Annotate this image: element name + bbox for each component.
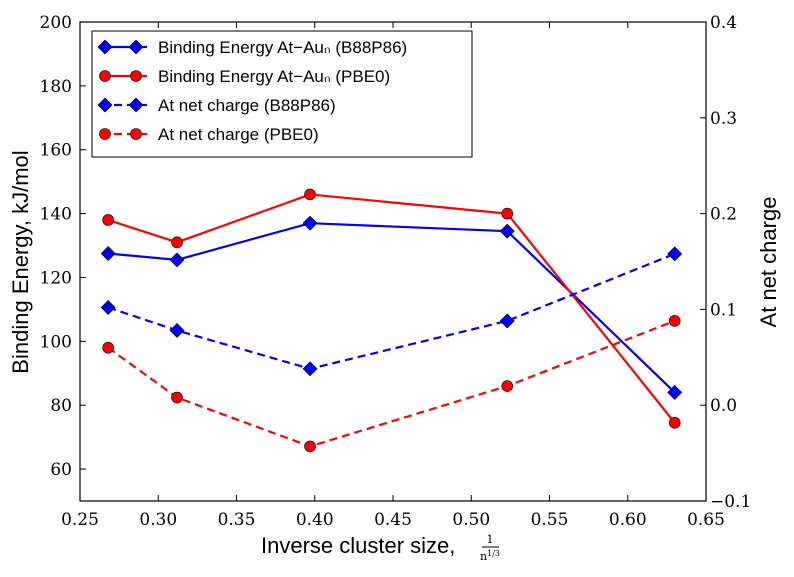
series-line xyxy=(107,193,676,424)
legend-marker xyxy=(128,97,144,113)
data-point xyxy=(501,207,514,220)
series-0 xyxy=(100,215,683,400)
legend-marker xyxy=(97,97,113,113)
data-point xyxy=(667,246,683,262)
legend-label: Binding Energy At−Auₙ (B88P86) xyxy=(158,38,407,57)
legend-label: Binding Energy At−Auₙ (PBE0) xyxy=(158,67,390,86)
data-point xyxy=(668,416,681,429)
y-tick-label: 140 xyxy=(40,205,72,225)
y-tick-label: 80 xyxy=(50,396,72,416)
x-tick-label: 0.35 xyxy=(218,510,256,530)
data-point xyxy=(304,440,316,453)
y2-tick-label: 0.0 xyxy=(710,396,737,416)
y2-tick-label: 0.1 xyxy=(710,300,737,320)
legend-marker xyxy=(130,128,142,140)
x-axis-label-fraction-numerator: 1 xyxy=(487,533,494,546)
legend-marker xyxy=(128,39,144,55)
y2-tick-label: 0.3 xyxy=(710,109,737,129)
series-line xyxy=(108,222,676,394)
legend-label: At net charge (B88P86) xyxy=(158,96,336,115)
legend: Binding Energy At−Auₙ (B88P86) Binding En… xyxy=(91,30,473,158)
legend-box xyxy=(91,30,473,158)
x-axis-label-fraction-denominator: n1/3 xyxy=(480,549,500,563)
data-point xyxy=(171,236,183,249)
y-tick-label: 100 xyxy=(40,332,72,352)
x-tick-label: 0.55 xyxy=(531,510,569,530)
legend-label: At net charge (PBE0) xyxy=(158,125,319,144)
y-tick-label: 120 xyxy=(40,268,72,288)
legend-item: Binding Energy At−Auₙ (B88P86) xyxy=(97,38,407,57)
y2-tick-label: −0.1 xyxy=(710,492,751,512)
y2-tick-label: 0.4 xyxy=(710,13,737,33)
y-axis-label: Binding Energy, kJ/mol xyxy=(8,150,33,373)
legend-marker xyxy=(99,70,111,82)
data-point xyxy=(102,214,114,226)
y2-axis-label: At net charge xyxy=(756,197,781,328)
data-point xyxy=(171,391,183,404)
legend-marker xyxy=(97,39,113,55)
y-tick-label: 200 xyxy=(40,13,72,33)
series-3 xyxy=(102,315,681,453)
data-point xyxy=(100,246,116,261)
data-point xyxy=(501,380,514,392)
y-tick-label: 160 xyxy=(40,141,72,161)
legend-marker xyxy=(130,70,142,82)
x-axis-label: Inverse cluster size, 1 n1/3 xyxy=(261,533,500,563)
data-point xyxy=(667,385,683,400)
data-point xyxy=(100,300,116,315)
x-tick-label: 0.25 xyxy=(61,510,99,530)
x-tick-label: 0.30 xyxy=(139,510,177,530)
y-tick-label: 180 xyxy=(40,77,72,97)
data-point xyxy=(668,315,681,327)
series-1 xyxy=(102,188,681,429)
data-point xyxy=(169,323,185,338)
data-point xyxy=(499,223,515,239)
legend-marker xyxy=(99,128,111,140)
x-tick-label: 0.45 xyxy=(374,510,412,530)
data-point xyxy=(499,313,515,329)
data-point xyxy=(302,361,318,377)
x-tick-label: 0.60 xyxy=(609,510,647,530)
y-tick-label: 60 xyxy=(50,460,72,480)
data-point xyxy=(302,215,318,231)
legend-item: At net charge (PBE0) xyxy=(99,125,319,144)
legend-item: Binding Energy At−Auₙ (PBE0) xyxy=(99,67,390,86)
x-tick-label: 0.40 xyxy=(296,510,334,530)
data-point xyxy=(304,188,316,201)
data-point xyxy=(102,341,114,354)
x-axis-label-text: Inverse cluster size, xyxy=(261,533,455,558)
legend-item: At net charge (B88P86) xyxy=(97,96,336,115)
series-2 xyxy=(100,246,683,377)
x-tick-label: 0.50 xyxy=(452,510,490,530)
series-line xyxy=(107,319,676,448)
x-tick-label: 0.65 xyxy=(687,510,725,530)
y2-tick-label: 0.2 xyxy=(710,205,737,225)
data-point xyxy=(169,252,185,268)
